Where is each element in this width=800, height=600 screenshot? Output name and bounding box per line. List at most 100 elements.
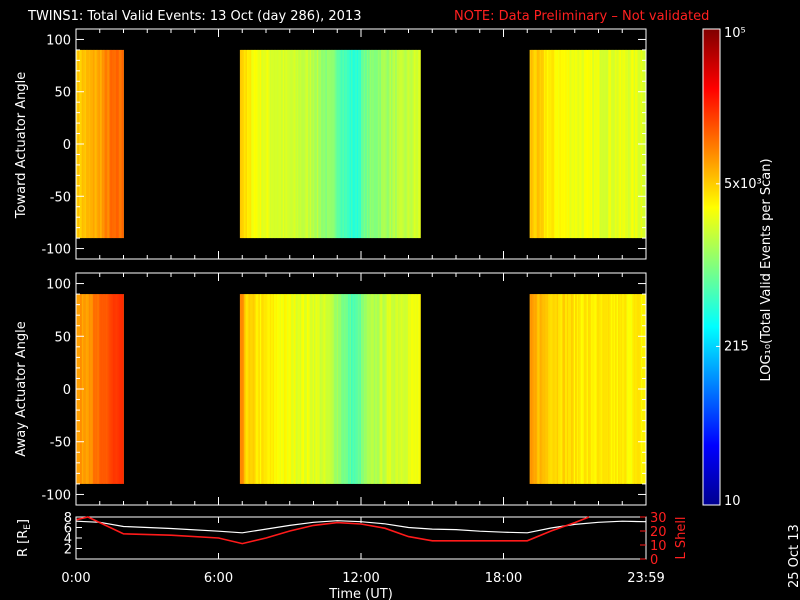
away-heatmap-column — [363, 294, 366, 484]
away-heatmap-column — [575, 294, 578, 484]
time-tick-label: 12:00 — [342, 571, 379, 586]
away-heatmap-column — [546, 294, 549, 484]
away-heatmap-column — [272, 294, 275, 484]
toward-heatmap-column — [342, 49, 345, 239]
away-heatmap-column — [87, 294, 90, 484]
time-axis: 0:00 6:00 12:00 18:00 23:59 — [61, 571, 664, 586]
toward-heatmap-column — [592, 49, 595, 239]
toward-heatmap-column — [602, 49, 605, 239]
toward-heatmap-column — [275, 49, 278, 239]
toward-heatmap-column — [390, 49, 393, 239]
toward-heatmap-column — [83, 49, 85, 239]
toward-panel: 100 50 0 -50 -100 Toward Actuator Angle — [14, 28, 647, 260]
away-heatmap-column — [386, 294, 389, 484]
toward-heatmap-column — [117, 49, 120, 239]
toward-heatmap-column — [576, 49, 579, 239]
colorbar-gradient — [703, 29, 720, 505]
toward-heatmap-column — [556, 49, 559, 239]
away-heatmap-column — [559, 294, 562, 484]
toward-heatmap-column — [245, 49, 248, 239]
toward-heatmap-column — [396, 49, 399, 239]
toward-heatmap-column — [284, 49, 286, 239]
away-heatmap-column — [282, 294, 285, 484]
toward-heatmap-column — [343, 49, 346, 239]
away-heatmap-column — [572, 294, 575, 484]
orbit-right-tick-label: 20 — [650, 525, 667, 540]
toward-heatmap-column — [400, 49, 403, 239]
away-heatmap-column — [84, 294, 87, 484]
away-heatmap-column — [569, 294, 572, 484]
away-heatmap-column — [539, 294, 542, 484]
away-heatmap-column — [580, 294, 583, 484]
toward-heatmap-column — [329, 49, 332, 239]
toward-heatmap-column — [242, 49, 245, 239]
away-heatmap-column — [403, 294, 406, 484]
away-heatmap-column — [245, 294, 248, 484]
away-heatmap-column — [255, 294, 258, 484]
preliminary-note: NOTE: Data Preliminary – Not validated — [454, 9, 709, 24]
away-heatmap-column — [536, 294, 539, 484]
away-heatmap — [76, 294, 647, 484]
toward-heatmap-column — [551, 49, 553, 239]
toward-heatmap-column — [296, 49, 299, 239]
toward-heatmap-column — [409, 49, 412, 239]
toward-heatmap-column — [108, 49, 111, 239]
toward-heatmap-column — [562, 49, 565, 239]
away-heatmap-column — [85, 294, 88, 484]
toward-heatmap-column — [416, 49, 419, 239]
toward-heatmap-column — [103, 49, 105, 239]
toward-heatmap-column — [575, 49, 578, 239]
away-heatmap-column — [299, 294, 302, 484]
away-heatmap-column — [101, 294, 104, 484]
orbit-left-tick-label: 4 — [64, 532, 72, 547]
toward-heatmap-column — [339, 49, 342, 239]
away-heatmap-column — [616, 294, 619, 484]
away-heatmap-column — [312, 294, 315, 484]
toward-heatmap-column — [569, 49, 572, 239]
toward-heatmap-column — [352, 49, 355, 239]
away-heatmap-column — [353, 294, 356, 484]
away-heatmap-column — [276, 294, 279, 484]
away-heatmap-column — [395, 294, 398, 484]
toward-heatmap-column — [298, 49, 301, 239]
toward-heatmap-column — [118, 49, 121, 239]
toward-heatmap-column — [565, 49, 568, 239]
away-heatmap-column — [576, 294, 579, 484]
away-heatmap-column — [94, 294, 97, 484]
toward-heatmap-column — [247, 49, 249, 239]
away-heatmap-column — [632, 294, 635, 484]
toward-heatmap-column — [586, 49, 589, 239]
toward-heatmap-column — [605, 49, 607, 239]
away-heatmap-column — [339, 294, 342, 484]
away-heatmap-column — [599, 294, 602, 484]
away-heatmap-column — [242, 294, 245, 484]
toward-heatmap-column — [419, 49, 421, 239]
toward-heatmap-column — [622, 49, 625, 239]
toward-heatmap-column — [619, 49, 622, 239]
away-heatmap-column — [262, 294, 265, 484]
toward-heatmap-column — [383, 49, 386, 239]
away-heatmap-column — [352, 294, 355, 484]
y-tick-label: -100 — [41, 243, 71, 258]
toward-heatmap-column — [306, 49, 309, 239]
toward-heatmap-column — [366, 49, 369, 239]
toward-heatmap-column — [100, 49, 103, 239]
away-heatmap-column — [88, 294, 91, 484]
away-heatmap-column — [331, 294, 333, 484]
toward-heatmap-column — [305, 49, 308, 239]
away-heatmap-column — [98, 294, 101, 484]
away-heatmap-column — [315, 294, 318, 484]
away-heatmap-column — [120, 294, 122, 484]
away-heatmap-column — [560, 294, 563, 484]
toward-heatmap-column — [368, 49, 370, 239]
toward-heatmap-column — [255, 49, 258, 239]
toward-heatmap-column — [252, 49, 255, 239]
away-heatmap-column — [373, 294, 376, 484]
away-heatmap-column — [370, 294, 373, 484]
toward-heatmap-column — [88, 49, 91, 239]
away-ylabel: Away Actuator Angle — [14, 321, 29, 456]
away-heatmap-column — [375, 294, 378, 484]
away-heatmap-column — [592, 294, 595, 484]
toward-heatmap-column — [312, 49, 315, 239]
toward-heatmap-column — [331, 49, 333, 239]
